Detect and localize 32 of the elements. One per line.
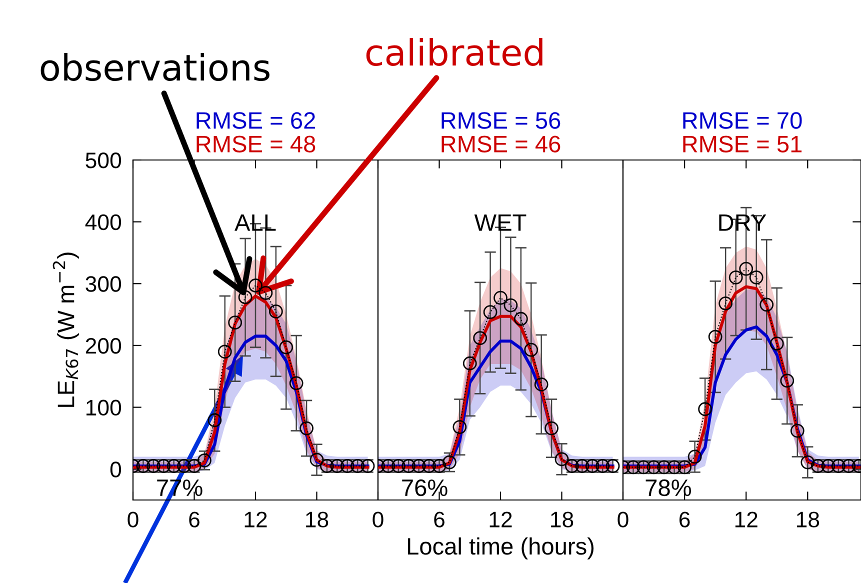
text: RMSE = 62 — [196, 112, 316, 129]
y-tick-label: 400 — [85, 214, 122, 230]
annotation: 78% — [646, 479, 692, 496]
y-tick-label: 300 — [86, 276, 122, 292]
x-tick-label: 0 — [128, 512, 138, 528]
text: RMSE = 70 — [683, 112, 802, 129]
x-axis-title: Local time (hours) — [408, 537, 594, 560]
y-axis-title: LE$_{K67}$ (W m$^{−2}$) — [52, 252, 80, 407]
x-tick-label: 0 — [372, 512, 384, 528]
y-tick-label: 500 — [86, 152, 122, 168]
text: RMSE = 48 — [196, 136, 316, 152]
x-tick-label: 6 — [189, 512, 200, 528]
x-tick-label: 6 — [680, 512, 690, 528]
annotation: calibrated — [366, 38, 542, 66]
text: ALL — [234, 214, 276, 231]
x-tick-label: 18 — [796, 512, 820, 528]
text: RMSE = 51 — [683, 136, 802, 152]
y-tick-label: 200 — [86, 338, 122, 354]
x-tick-label: 12 — [244, 512, 267, 528]
x-tick-label: 12 — [490, 512, 512, 528]
annotation: 76% — [402, 479, 448, 496]
x-tick-label: 18 — [551, 512, 574, 528]
text: RMSE = 56 — [442, 112, 560, 129]
x-tick-label: 12 — [735, 512, 758, 528]
annotation: observations — [40, 53, 270, 82]
y-tick-label: 100 — [86, 400, 122, 416]
text: WET — [474, 214, 526, 231]
y-tick-label: 0 — [110, 462, 122, 478]
x-tick-label: 0 — [618, 512, 628, 528]
x-tick-label: 6 — [434, 512, 444, 528]
text: RMSE = 46 — [442, 136, 560, 152]
x-tick-label: 18 — [306, 512, 328, 528]
